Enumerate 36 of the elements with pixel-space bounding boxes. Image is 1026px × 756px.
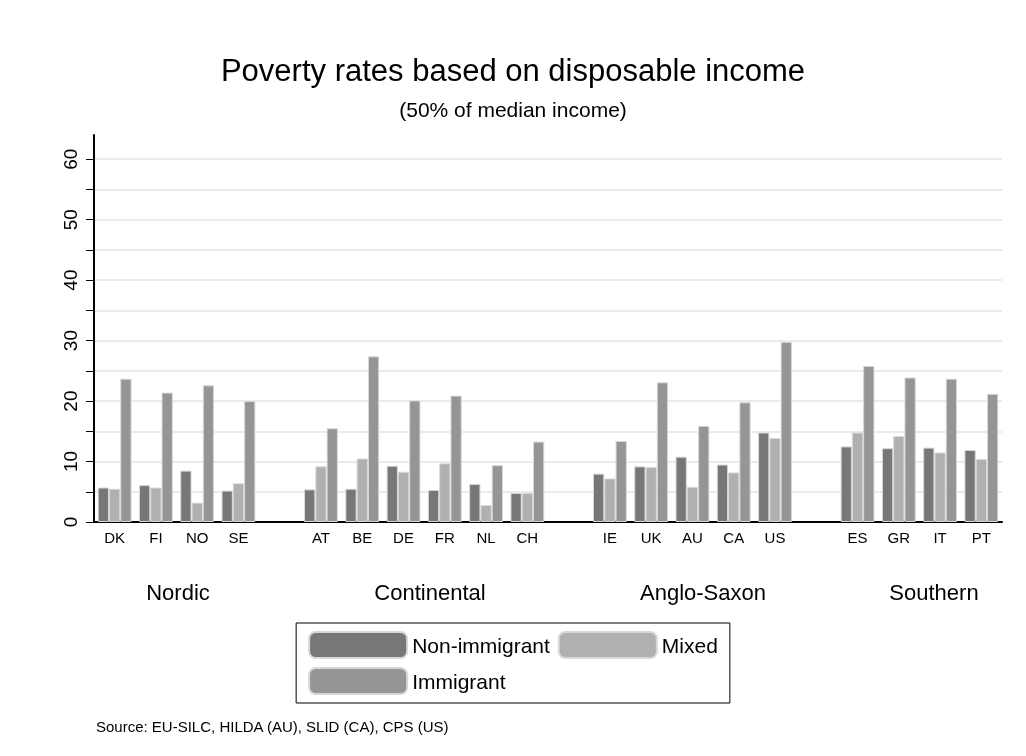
x-tick-label: CH [516,529,539,546]
x-tick-label: PT [971,529,991,546]
text: Anglo-Saxon [640,579,766,605]
source-note: Source: EU-SILC, HILDA (AU), SLID (CA), CPS (US) [96,718,449,735]
text: Southern [889,579,979,605]
x-tick-label: DE [393,529,414,546]
y-tick-label: 20 [60,390,81,412]
chart-title: Poverty rates based on disposable income [220,53,806,88]
x-tick-label: US [764,529,786,546]
y-tick-label: 0 [60,516,81,528]
x-tick-label: AT [311,529,331,546]
x-tick-label: NL [476,529,496,546]
x-tick-label: CA [723,529,745,546]
y-tick-label: 30 [60,330,81,352]
x-tick-label: NO [185,529,209,546]
legend-label: Mixed [661,633,718,657]
text: Nordic [146,579,210,605]
y-tick-label: 10 [60,450,81,473]
legend-label: Non-immigrant [412,633,551,657]
x-tick-label: GR [887,529,911,546]
x-tick-label: IE [602,529,617,546]
x-tick-label: FI [149,529,163,546]
y-tick-label: 60 [60,148,81,170]
text: Continental [374,579,486,605]
x-tick-label: FR [434,529,455,546]
y-tick-label: 50 [60,209,81,231]
x-tick-label: AU [682,529,703,546]
x-tick-label: ES [847,529,868,546]
legend-label: Immigrant [412,669,506,693]
y-tick-label: 40 [60,269,81,291]
chart-subtitle: (50% of median income) [399,98,627,121]
x-tick-label: UK [640,529,662,546]
x-tick-label: SE [228,529,249,546]
x-tick-label: DK [104,529,126,546]
x-tick-label: BE [352,529,373,546]
x-tick-label: IT [933,529,947,546]
